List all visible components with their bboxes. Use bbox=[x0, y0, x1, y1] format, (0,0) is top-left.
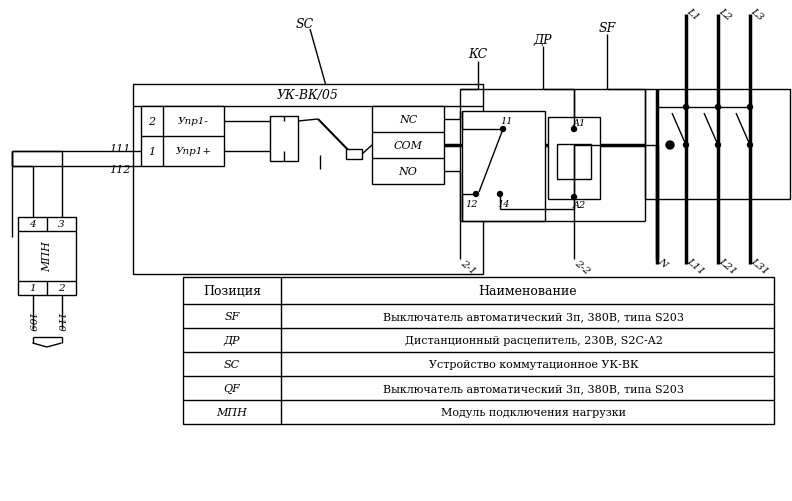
Text: COM: COM bbox=[394, 141, 422, 151]
Bar bbox=[372, 107, 444, 185]
Text: N: N bbox=[656, 256, 669, 269]
Bar bbox=[133, 85, 483, 275]
Text: QF: QF bbox=[223, 383, 241, 393]
Bar bbox=[645, 90, 790, 199]
Text: ДР: ДР bbox=[224, 335, 240, 345]
Text: 1: 1 bbox=[29, 284, 36, 293]
Text: 3: 3 bbox=[58, 220, 65, 229]
Text: NO: NO bbox=[398, 167, 417, 177]
Text: SC: SC bbox=[296, 19, 314, 32]
Circle shape bbox=[683, 105, 688, 110]
Circle shape bbox=[572, 127, 577, 132]
Circle shape bbox=[497, 192, 502, 197]
Text: 12: 12 bbox=[466, 200, 478, 209]
Circle shape bbox=[683, 143, 688, 148]
Text: КС: КС bbox=[468, 49, 488, 62]
Bar bbox=[270, 117, 298, 162]
Bar bbox=[462, 112, 545, 221]
Text: МПН: МПН bbox=[42, 241, 52, 272]
Circle shape bbox=[748, 105, 752, 110]
Text: Выключатель автоматический 3п, 380В, типа S203: Выключатель автоматический 3п, 380В, тип… bbox=[383, 383, 684, 393]
Text: L1: L1 bbox=[685, 7, 701, 22]
Text: 2-1: 2-1 bbox=[459, 258, 478, 276]
Text: 111: 111 bbox=[109, 144, 131, 154]
Text: NC: NC bbox=[399, 115, 417, 125]
Text: L21: L21 bbox=[717, 256, 738, 276]
Text: Упр1+: Упр1+ bbox=[176, 147, 211, 156]
Text: 2-2: 2-2 bbox=[573, 258, 592, 276]
Text: Упр1-: Упр1- bbox=[178, 117, 209, 126]
Text: Наименование: Наименование bbox=[478, 285, 577, 298]
Text: L3: L3 bbox=[749, 7, 765, 22]
Circle shape bbox=[715, 143, 721, 148]
Text: УК-ВК/05: УК-ВК/05 bbox=[277, 89, 339, 102]
Text: Дистанционный расцепитель, 230В, S2C-A2: Дистанционный расцепитель, 230В, S2C-A2 bbox=[405, 335, 662, 345]
Text: 110: 110 bbox=[55, 312, 64, 331]
Text: 14: 14 bbox=[497, 200, 510, 209]
Text: SF: SF bbox=[599, 22, 615, 35]
Text: Устройство коммутационное УК-ВК: Устройство коммутационное УК-ВК bbox=[428, 359, 638, 369]
Text: 109: 109 bbox=[26, 312, 35, 331]
Bar bbox=[183, 278, 774, 424]
Text: L11: L11 bbox=[685, 256, 706, 276]
Text: 11: 11 bbox=[501, 117, 513, 126]
Text: 2: 2 bbox=[58, 284, 65, 293]
Text: A1: A1 bbox=[573, 118, 585, 127]
Text: SC: SC bbox=[224, 359, 240, 369]
Bar bbox=[557, 145, 591, 180]
Text: L2: L2 bbox=[717, 7, 733, 22]
Bar bbox=[18, 217, 76, 296]
Circle shape bbox=[666, 142, 674, 150]
Text: 2: 2 bbox=[148, 117, 155, 127]
Text: SF: SF bbox=[224, 312, 240, 321]
Bar bbox=[346, 150, 362, 160]
Bar bbox=[548, 118, 600, 199]
Text: Модуль подключения нагрузки: Модуль подключения нагрузки bbox=[441, 407, 626, 417]
Text: МПН: МПН bbox=[216, 407, 247, 417]
Circle shape bbox=[715, 105, 721, 110]
Circle shape bbox=[748, 143, 752, 148]
Text: Выключатель автоматический 3п, 380В, типа S203: Выключатель автоматический 3п, 380В, тип… bbox=[383, 312, 684, 321]
Circle shape bbox=[474, 192, 478, 197]
Bar bbox=[141, 107, 224, 167]
Circle shape bbox=[572, 195, 577, 200]
Text: ДР: ДР bbox=[534, 34, 552, 47]
Text: 1: 1 bbox=[148, 147, 155, 157]
Text: L31: L31 bbox=[749, 256, 771, 276]
Circle shape bbox=[501, 127, 505, 132]
Text: 112: 112 bbox=[109, 165, 131, 175]
Text: A2: A2 bbox=[573, 201, 585, 210]
Text: Позиция: Позиция bbox=[203, 285, 261, 298]
Text: 4: 4 bbox=[29, 220, 36, 229]
